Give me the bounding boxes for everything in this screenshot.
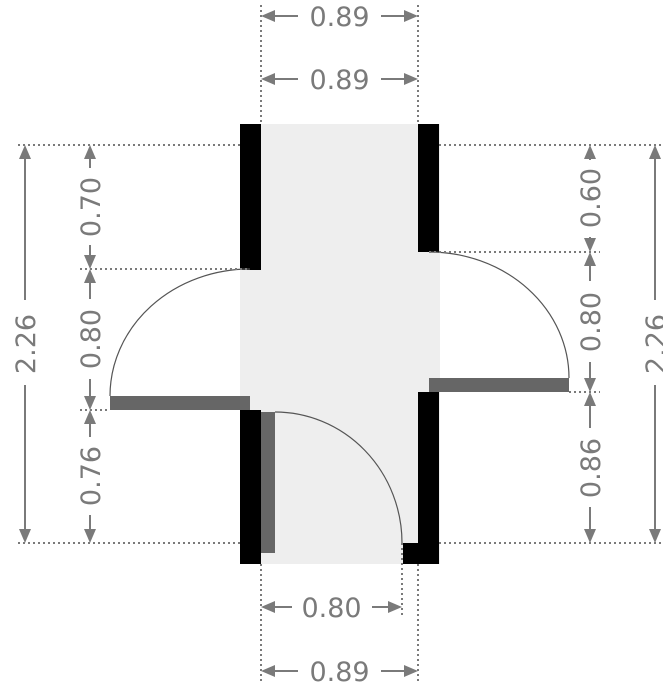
dim-label: 0.80 [76,309,107,369]
dim-label: 0.89 [309,65,369,96]
wall-left-lower [240,410,261,564]
dim-left-total: 2.26 [11,145,42,543]
dim-left-mid: 0.80 [76,269,107,410]
wall-bottom-stub [403,543,439,564]
dim-right-bottom: 0.86 [576,392,607,543]
dim-label: 2.26 [11,314,42,374]
wall-left-upper [240,124,261,270]
door-leaf-left [110,396,250,410]
wall-right-upper [418,124,439,252]
dim-label: 0.80 [301,593,361,624]
dim-top-inner: 0.89 [261,65,418,96]
dim-label: 0.60 [576,168,607,228]
dim-label: 0.70 [76,177,107,237]
door-swing-left [109,268,251,397]
dim-top-outer: 0.89 [261,2,418,33]
dim-right-top: 0.60 [576,145,607,252]
dim-bottom-outer: 0.89 [261,657,418,688]
dim-right-total: 2.26 [641,145,663,543]
dim-bottom-inner: 0.80 [261,593,402,624]
wall-right-lower [418,392,439,564]
dim-label: 0.80 [576,292,607,352]
dim-left-top: 0.70 [76,145,107,269]
door-swing-right [428,251,570,379]
dim-left-bottom: 0.76 [76,410,107,543]
door-leaf-right [429,378,569,392]
dim-label: 0.89 [309,657,369,688]
dim-label: 0.86 [576,438,607,498]
door-leaf-bottom [261,412,275,553]
dim-label: 0.76 [76,446,107,506]
dim-right-mid: 0.80 [576,252,607,392]
dim-label: 0.89 [309,2,369,33]
door-swing-bottom [274,411,403,544]
dim-label: 2.26 [641,314,663,374]
